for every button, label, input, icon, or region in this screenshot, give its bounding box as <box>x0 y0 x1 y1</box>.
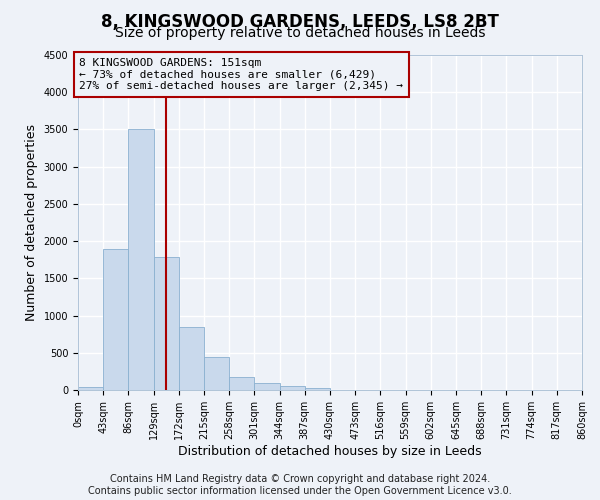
Bar <box>103 248 128 390</box>
Bar <box>229 378 254 390</box>
Text: 8, KINGSWOOD GARDENS, LEEDS, LS8 2BT: 8, KINGSWOOD GARDENS, LEEDS, LS8 2BT <box>101 12 499 30</box>
X-axis label: Distribution of detached houses by size in Leeds: Distribution of detached houses by size … <box>178 444 482 458</box>
Text: 8 KINGSWOOD GARDENS: 151sqm
← 73% of detached houses are smaller (6,429)
27% of : 8 KINGSWOOD GARDENS: 151sqm ← 73% of det… <box>79 58 403 91</box>
Bar <box>280 386 305 390</box>
Bar <box>78 387 103 390</box>
Bar <box>254 384 280 390</box>
Bar <box>179 326 204 390</box>
Bar <box>204 356 229 390</box>
Bar <box>305 388 330 390</box>
Text: Contains HM Land Registry data © Crown copyright and database right 2024.
Contai: Contains HM Land Registry data © Crown c… <box>88 474 512 496</box>
Bar <box>128 130 154 390</box>
Text: Size of property relative to detached houses in Leeds: Size of property relative to detached ho… <box>115 26 485 40</box>
Bar <box>154 258 179 390</box>
Y-axis label: Number of detached properties: Number of detached properties <box>25 124 38 321</box>
